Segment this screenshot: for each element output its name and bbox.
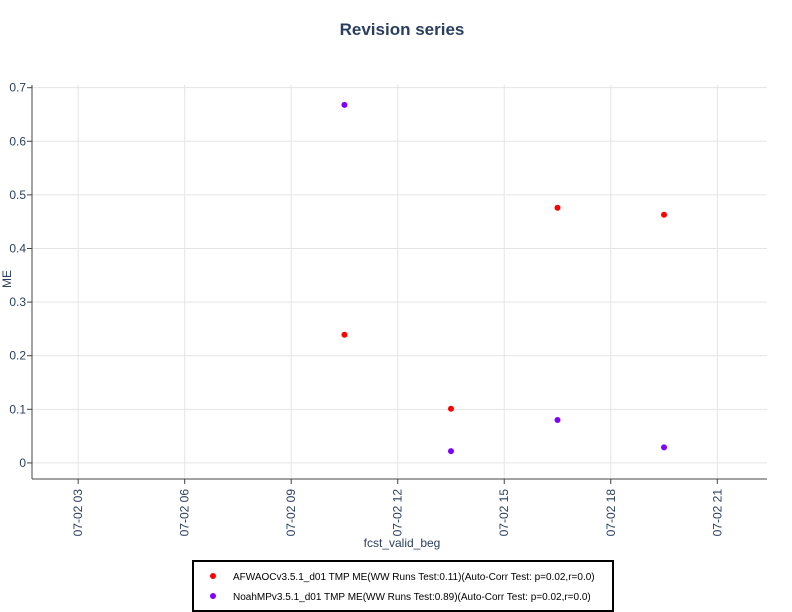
data-point[interactable] (661, 211, 668, 218)
data-point[interactable] (447, 448, 454, 455)
y-tick-label: 0.7 (9, 81, 26, 95)
x-tick-label: 07-02 15 (497, 489, 511, 537)
legend-label-noahmp: NoahMPv3.5.1_d01 TMP ME(WW Runs Test:0.8… (233, 592, 591, 603)
data-point[interactable] (341, 331, 348, 338)
y-tick-label: 0.2 (9, 349, 26, 363)
x-axis-title: fcst_valid_beg (364, 536, 441, 550)
data-point[interactable] (661, 444, 668, 451)
legend-label-afwa: AFWAOCv3.5.1_d01 TMP ME(WW Runs Test:0.1… (233, 572, 595, 583)
legend-marker-afwa (210, 573, 216, 579)
x-tick-label: 07-02 06 (178, 489, 192, 537)
x-tick-label: 07-02 09 (284, 489, 298, 537)
legend[interactable]: AFWAOCv3.5.1_d01 TMP ME(WW Runs Test:0.1… (192, 560, 614, 612)
grid (32, 85, 767, 479)
chart-title: Revision series (340, 20, 465, 39)
y-tick-label: 0.3 (9, 295, 26, 309)
x-tick-label: 07-02 21 (710, 489, 724, 537)
y-tick-label: 0.5 (9, 188, 26, 202)
legend-marker-noahmp (210, 593, 216, 599)
data-point[interactable] (447, 405, 454, 412)
y-tick-label: 0.4 (9, 241, 26, 255)
data-point[interactable] (554, 204, 561, 211)
y-ticks: 0 0.1 0.2 0.3 0.4 0.5 0.6 0.7 (9, 81, 32, 470)
legend-box (192, 560, 614, 612)
data-point[interactable] (554, 417, 561, 424)
x-tick-label: 07-02 12 (391, 489, 405, 537)
x-tick-label: 07-02 03 (71, 489, 85, 537)
y-tick-label: 0.1 (9, 402, 26, 416)
data-points (341, 101, 668, 455)
y-tick-label: 0 (19, 456, 26, 470)
axes (31, 85, 767, 480)
y-tick-label: 0.6 (9, 134, 26, 148)
x-ticks: 07-02 03 07-02 06 07-02 09 07-02 12 07-02 15… (71, 479, 724, 536)
y-axis-title: ME (0, 270, 14, 288)
x-tick-label: 07-02 18 (604, 489, 618, 537)
data-point[interactable] (341, 101, 348, 108)
